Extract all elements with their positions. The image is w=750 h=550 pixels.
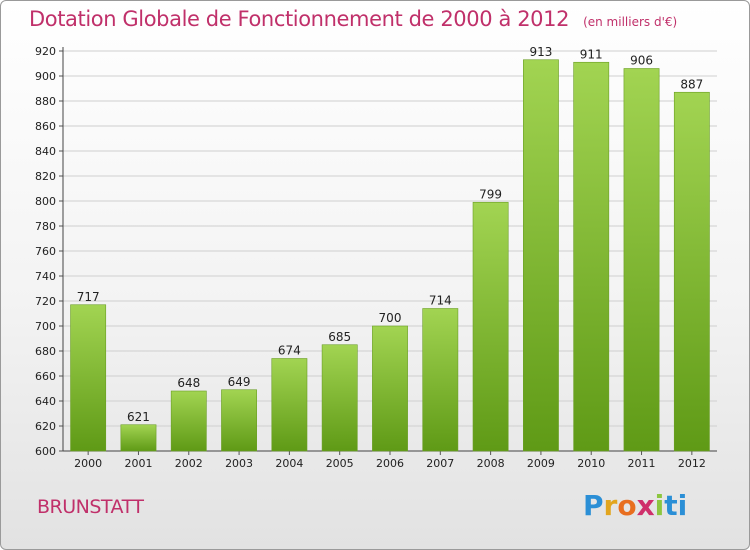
data-label-2009: 913 <box>529 45 552 59</box>
y-tick-label: 680 <box>35 345 56 358</box>
data-label-2008: 799 <box>479 187 502 201</box>
y-tick-label: 880 <box>35 95 56 108</box>
x-tick-label-2005: 2005 <box>326 457 354 470</box>
bar-2011 <box>623 68 660 452</box>
x-tick-label-2012: 2012 <box>678 457 706 470</box>
bar-2009 <box>523 59 559 452</box>
data-label-2000: 717 <box>77 290 100 304</box>
data-label-2006: 700 <box>379 311 402 325</box>
bar-2010 <box>573 61 610 452</box>
logo-letter: i <box>654 489 665 522</box>
y-tick-label: 780 <box>35 220 56 233</box>
logo-letter: o <box>617 489 637 522</box>
x-tick-label-2004: 2004 <box>275 457 303 470</box>
data-label-2001: 621 <box>127 410 150 424</box>
y-tick-label: 600 <box>35 445 56 458</box>
y-tick-label: 660 <box>35 370 56 383</box>
y-tick-label: 740 <box>35 270 56 283</box>
bar-2006 <box>372 325 408 452</box>
data-label-2007: 714 <box>429 294 452 308</box>
x-tick-label-2009: 2009 <box>527 457 555 470</box>
data-label-2011: 906 <box>630 54 653 68</box>
y-tick-label: 700 <box>35 320 56 333</box>
x-tick-label-2008: 2008 <box>477 457 505 470</box>
logo-letter: P <box>583 489 604 522</box>
bar-2007 <box>422 308 459 452</box>
chart-unit: (en milliers d'€) <box>583 15 678 29</box>
x-tick-label-2010: 2010 <box>577 457 605 470</box>
y-tick-label: 920 <box>35 45 56 58</box>
bar-2000 <box>70 304 107 452</box>
data-label-2004: 674 <box>278 344 301 358</box>
proxiti-logo[interactable]: Proxiti <box>583 489 687 522</box>
y-tick-label: 620 <box>35 420 56 433</box>
data-label-2002: 648 <box>177 376 200 390</box>
y-tick-label: 720 <box>35 295 56 308</box>
data-label-2010: 911 <box>580 47 603 61</box>
bars <box>70 59 710 452</box>
data-label-2003: 649 <box>228 375 251 389</box>
x-tick-label-2000: 2000 <box>74 457 102 470</box>
commune-name: BRUNSTATT <box>37 496 144 518</box>
bar-2001 <box>120 424 157 452</box>
y-tick-label: 800 <box>35 195 56 208</box>
y-tick-label: 820 <box>35 170 56 183</box>
data-label-2012: 887 <box>680 77 703 91</box>
y-tick-label: 840 <box>35 145 56 158</box>
bar-2003 <box>221 389 257 452</box>
x-tick-label-2002: 2002 <box>175 457 203 470</box>
chart-title: Dotation Globale de Fonctionnement de 20… <box>29 7 677 31</box>
x-tick-label-2003: 2003 <box>225 457 253 470</box>
y-tick-label: 900 <box>35 70 56 83</box>
y-tick-label: 860 <box>35 120 56 133</box>
bar-2004 <box>271 358 308 452</box>
logo-letter: x <box>636 489 655 522</box>
logo-letter: r <box>603 489 618 522</box>
bar-2005 <box>321 344 358 452</box>
x-tick-label-2001: 2001 <box>124 457 152 470</box>
bar-2012 <box>673 91 710 452</box>
data-labels: 717 621 648 649 674 685 700 714 799 913 911 906 887 <box>77 45 704 424</box>
chart-title-text: Dotation Globale de Fonctionnement de 20… <box>29 7 570 31</box>
x-tick-label-2007: 2007 <box>426 457 454 470</box>
y-tick-label: 640 <box>35 395 56 408</box>
y-tick-label: 760 <box>35 245 56 258</box>
logo-letter: ti <box>664 489 688 522</box>
data-label-2005: 685 <box>328 330 351 344</box>
bar-2008 <box>472 201 509 452</box>
bar-2002 <box>170 390 207 452</box>
x-tick-label-2006: 2006 <box>376 457 404 470</box>
x-tick-label-2011: 2011 <box>628 457 656 470</box>
